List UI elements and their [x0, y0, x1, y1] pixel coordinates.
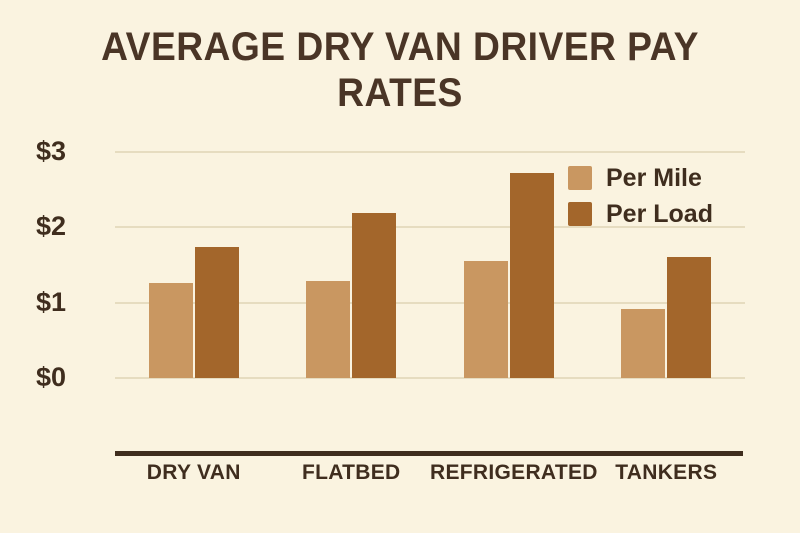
bar-per-mile	[306, 280, 351, 378]
bar-per-mile	[621, 308, 666, 378]
y-axis-tick-labels: $0 $1 $2 $3	[36, 0, 112, 533]
bar-group	[463, 152, 554, 378]
gridline	[115, 377, 745, 379]
legend-item[interactable]: Per Mile	[568, 160, 758, 196]
gridline	[115, 151, 745, 153]
plot-area	[115, 151, 745, 379]
legend-swatch-icon	[568, 202, 592, 226]
y-axis-tick-label: $3	[36, 136, 67, 166]
y-axis-tick-label: $2	[36, 211, 67, 242]
bar-per-load	[509, 173, 554, 378]
bar-per-load	[667, 256, 712, 378]
category-label: DRY VAN	[146, 461, 241, 484]
category-label: FLATBED	[301, 461, 401, 484]
category-label: TANKERS	[615, 461, 718, 484]
y-axis-tick-label: $0	[36, 362, 67, 392]
gridline	[115, 226, 745, 229]
chart-legend: Per Mile Per Load	[568, 160, 758, 232]
bar-per-load	[352, 213, 397, 378]
x-axis-line	[115, 451, 743, 456]
legend-item[interactable]: Per Load	[568, 196, 758, 232]
bar-group	[621, 152, 712, 378]
chart-title: AVERAGE DRY VAN DRIVER PAY RATES	[101, 25, 699, 115]
bar-group	[148, 152, 239, 378]
bar-group	[306, 152, 397, 378]
legend-label: Per Mile	[606, 163, 702, 192]
bar-per-load	[194, 246, 239, 378]
y-axis-tick-label: $1	[36, 286, 67, 317]
x-axis-category-labels: DRY VAN FLATBED REFRIGERATED TANKERS	[115, 461, 745, 495]
gridline	[115, 301, 745, 304]
legend-swatch-icon	[568, 166, 592, 190]
bar-per-mile	[463, 261, 508, 378]
bar-per-mile	[148, 283, 193, 378]
legend-label: Per Load	[606, 199, 713, 228]
category-label: REFRIGERATED	[430, 461, 598, 484]
